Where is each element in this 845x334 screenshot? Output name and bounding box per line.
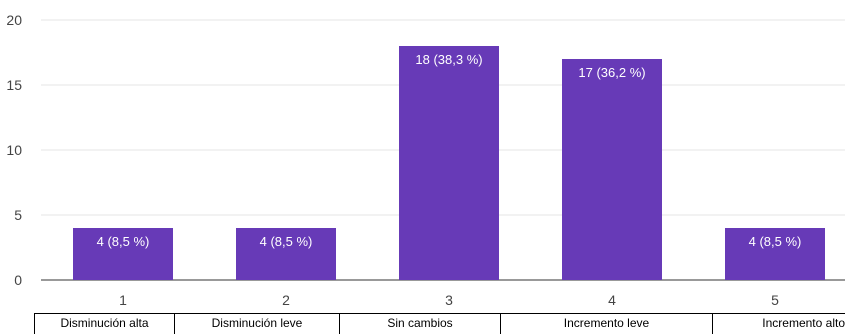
bar-2 (236, 228, 336, 280)
bar-3 (399, 46, 499, 280)
bar-data-label: 4 (8,5 %) (749, 234, 802, 249)
bar-data-label: 17 (36,2 %) (578, 65, 645, 80)
category-description-5: Incremento alto (712, 314, 845, 334)
x-tick-label: 1 (119, 292, 127, 308)
x-tick-label: 4 (608, 292, 616, 308)
y-tick-label: 5 (14, 207, 22, 223)
y-tick-label: 10 (6, 142, 22, 158)
x-axis-ticks: 1 2 3 4 5 (119, 292, 779, 308)
bar-1 (73, 228, 173, 280)
y-tick-label: 15 (6, 77, 22, 93)
category-description-1: Disminución alta (34, 314, 174, 334)
category-description-row: Disminución alta Disminución leve Sin ca… (34, 313, 845, 334)
y-axis-ticks: 0 5 10 15 20 (6, 12, 22, 288)
category-description-4: Incremento leve (500, 314, 712, 334)
category-description-2: Disminución leve (174, 314, 339, 334)
bars: 4 (8,5 %) 4 (8,5 %) 18 (38,3 %) 17 (36,2 %)… (73, 46, 825, 280)
bar-5 (725, 228, 825, 280)
bar-data-label: 4 (8,5 %) (260, 234, 313, 249)
x-tick-label: 2 (282, 292, 290, 308)
y-tick-label: 20 (6, 12, 22, 28)
x-tick-label: 5 (771, 292, 779, 308)
bar-data-label: 4 (8,5 %) (97, 234, 150, 249)
category-description-3: Sin cambios (339, 314, 500, 334)
bar-4 (562, 59, 662, 280)
y-tick-label: 0 (14, 272, 22, 288)
x-tick-label: 3 (445, 292, 453, 308)
bar-data-label: 18 (38,3 %) (415, 52, 482, 67)
